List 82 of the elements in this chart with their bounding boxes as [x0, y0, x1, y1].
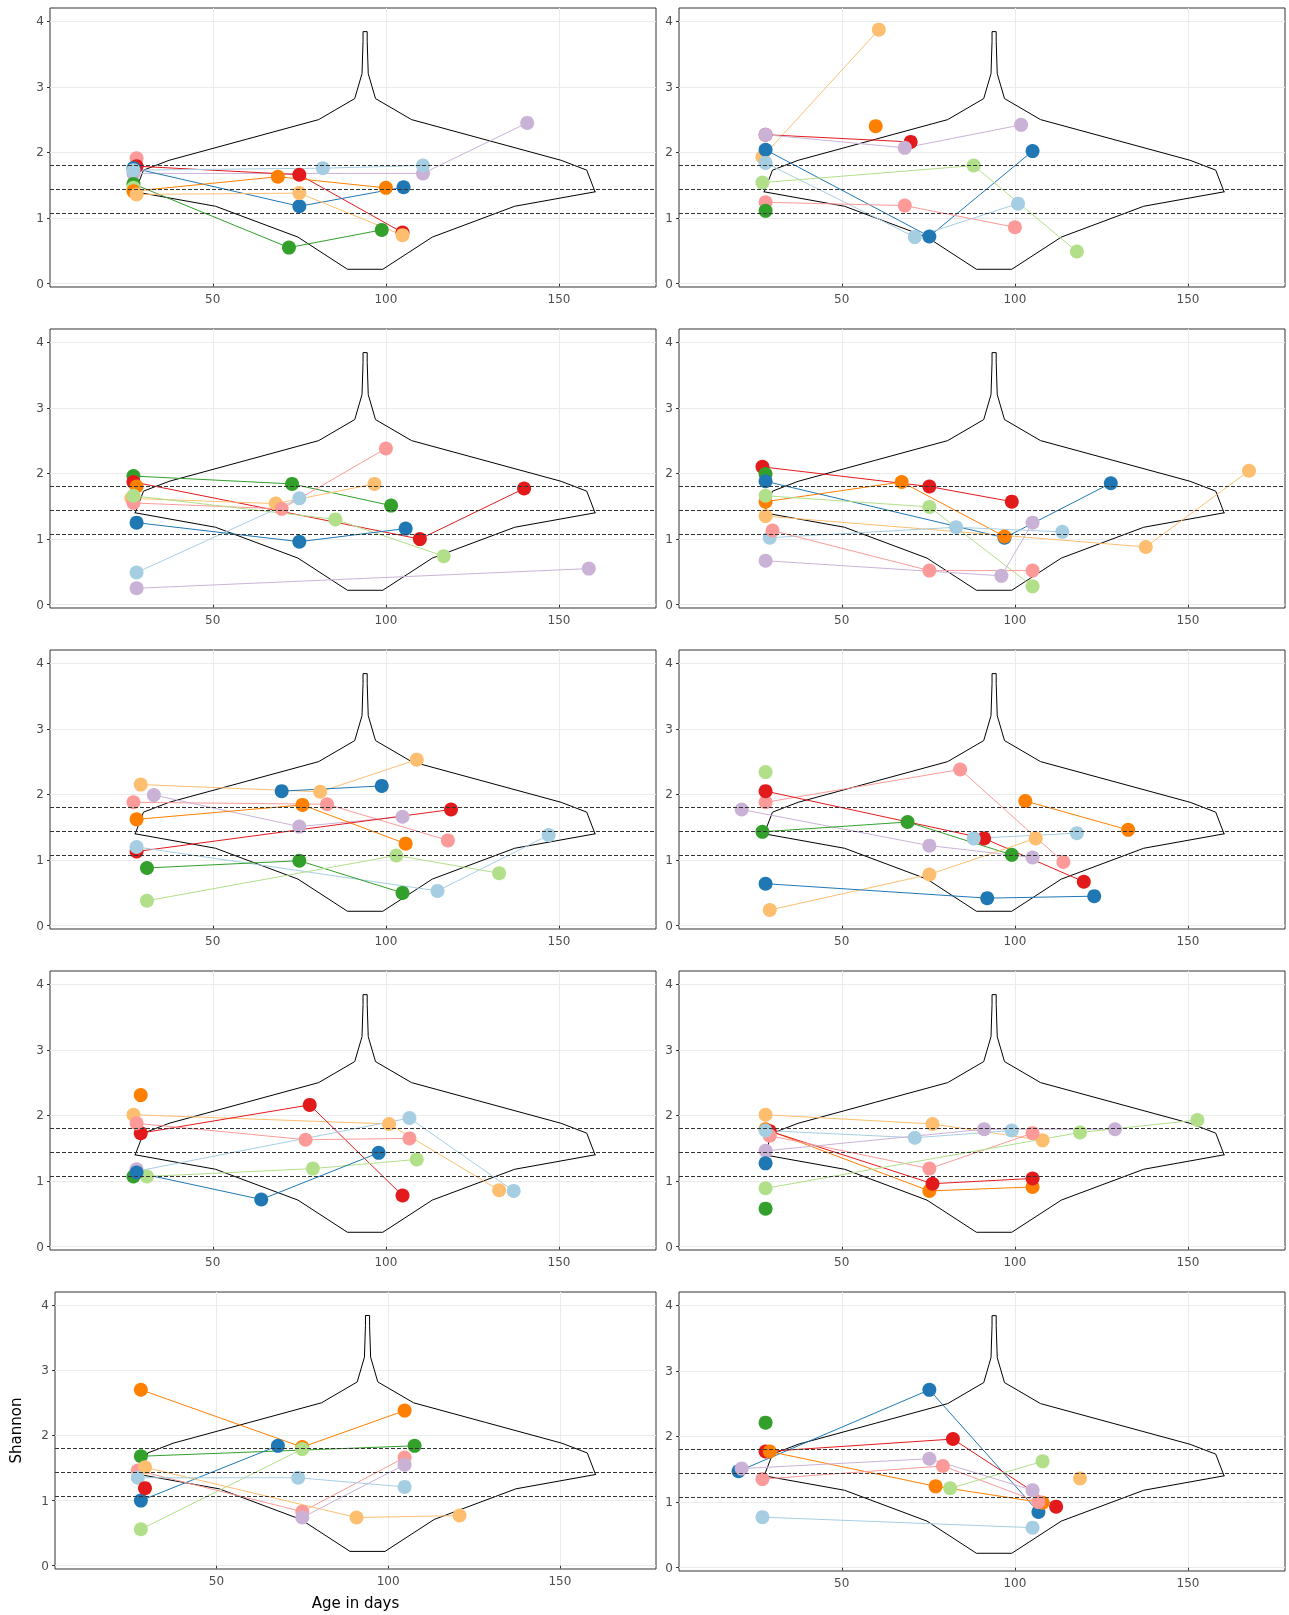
y-tick-label: 3: [665, 1363, 673, 1378]
y-tick-label: 2: [36, 787, 44, 802]
x-tick-label: 100: [1003, 292, 1027, 306]
x-tick-label: 150: [547, 613, 571, 627]
y-tick-label: 3: [36, 721, 44, 736]
x-tick-label: 100: [374, 1255, 398, 1269]
y-tick-label: 4: [665, 335, 673, 350]
y-tick-label: 3: [36, 79, 44, 94]
y-tick-label: 1: [41, 1493, 49, 1508]
y-axis-title: Shannon: [6, 1397, 25, 1464]
y-tick-label: 3: [665, 721, 673, 736]
y-tick-label: 2: [665, 787, 673, 802]
x-tick-label: 150: [1176, 1255, 1200, 1269]
x-tick-label: 50: [208, 1574, 225, 1588]
x-axis-title: Age in days: [311, 1593, 400, 1612]
y-tick-label: 1: [665, 1174, 673, 1189]
x-tick-label: 50: [834, 292, 850, 306]
x-tick-label: 50: [205, 1255, 221, 1269]
y-tick-label: 0: [665, 918, 673, 933]
y-tick-label: 3: [665, 1042, 673, 1057]
x-tick-label: 150: [547, 1255, 571, 1269]
y-tick-label: 0: [665, 1239, 673, 1254]
y-tick-label: 1: [36, 853, 44, 868]
x-tick-label: 100: [374, 292, 398, 306]
y-tick-label: 2: [665, 1429, 673, 1444]
y-tick-label: 2: [36, 466, 44, 481]
y-tick-label: 4: [36, 14, 44, 29]
y-tick-label: 1: [665, 211, 673, 226]
x-tick-label: 100: [376, 1574, 400, 1588]
x-tick-label: 150: [547, 934, 571, 948]
y-tick-label: 0: [665, 1560, 673, 1575]
x-tick-label: 100: [1003, 613, 1027, 627]
y-tick-label: 2: [665, 145, 673, 160]
x-tick-label: 50: [834, 934, 850, 948]
x-tick-label: 100: [1003, 934, 1027, 948]
y-tick-label: 2: [665, 1108, 673, 1123]
y-tick-label: 0: [36, 1239, 44, 1254]
y-tick-label: 0: [665, 276, 673, 291]
x-tick-label: 100: [1003, 1576, 1027, 1590]
x-tick-label: 150: [547, 292, 571, 306]
y-tick-label: 4: [665, 1298, 673, 1313]
x-tick-label: 50: [834, 1576, 850, 1590]
x-tick-label: 100: [374, 613, 398, 627]
y-tick-label: 1: [665, 532, 673, 547]
y-tick-label: 1: [36, 1174, 44, 1189]
x-tick-label: 50: [205, 292, 221, 306]
y-tick-label: 4: [665, 14, 673, 29]
y-tick-label: 4: [36, 335, 44, 350]
y-tick-label: 4: [41, 1298, 49, 1313]
x-tick-label: 150: [1176, 292, 1200, 306]
y-tick-label: 3: [41, 1363, 49, 1378]
x-tick-label: 100: [1003, 1255, 1027, 1269]
y-tick-label: 0: [36, 918, 44, 933]
y-tick-label: 1: [36, 211, 44, 226]
y-tick-label: 1: [665, 1495, 673, 1510]
y-tick-label: 0: [41, 1558, 49, 1573]
y-tick-label: 1: [36, 532, 44, 547]
y-tick-label: 2: [665, 466, 673, 481]
y-tick-label: 4: [665, 656, 673, 671]
x-tick-label: 50: [834, 1255, 850, 1269]
x-tick-label: 50: [205, 613, 221, 627]
y-tick-label: 4: [36, 656, 44, 671]
x-tick-label: 50: [834, 613, 850, 627]
y-tick-label: 4: [665, 977, 673, 992]
x-tick-label: 50: [205, 934, 221, 948]
y-tick-label: 3: [665, 400, 673, 415]
y-tick-label: 2: [36, 1108, 44, 1123]
y-tick-label: 1: [665, 853, 673, 868]
x-tick-label: 100: [374, 934, 398, 948]
y-tick-label: 3: [36, 1042, 44, 1057]
y-tick-label: 0: [36, 276, 44, 291]
x-tick-label: 150: [1176, 1576, 1200, 1590]
y-tick-label: 2: [36, 145, 44, 160]
y-tick-label: 4: [36, 977, 44, 992]
y-tick-label: 0: [36, 597, 44, 612]
x-tick-label: 150: [548, 1574, 572, 1588]
y-tick-label: 3: [665, 79, 673, 94]
x-tick-label: 150: [1176, 934, 1200, 948]
x-tick-label: 150: [1176, 613, 1200, 627]
y-tick-label: 2: [41, 1428, 49, 1443]
y-tick-label: 3: [36, 400, 44, 415]
y-tick-label: 0: [665, 597, 673, 612]
